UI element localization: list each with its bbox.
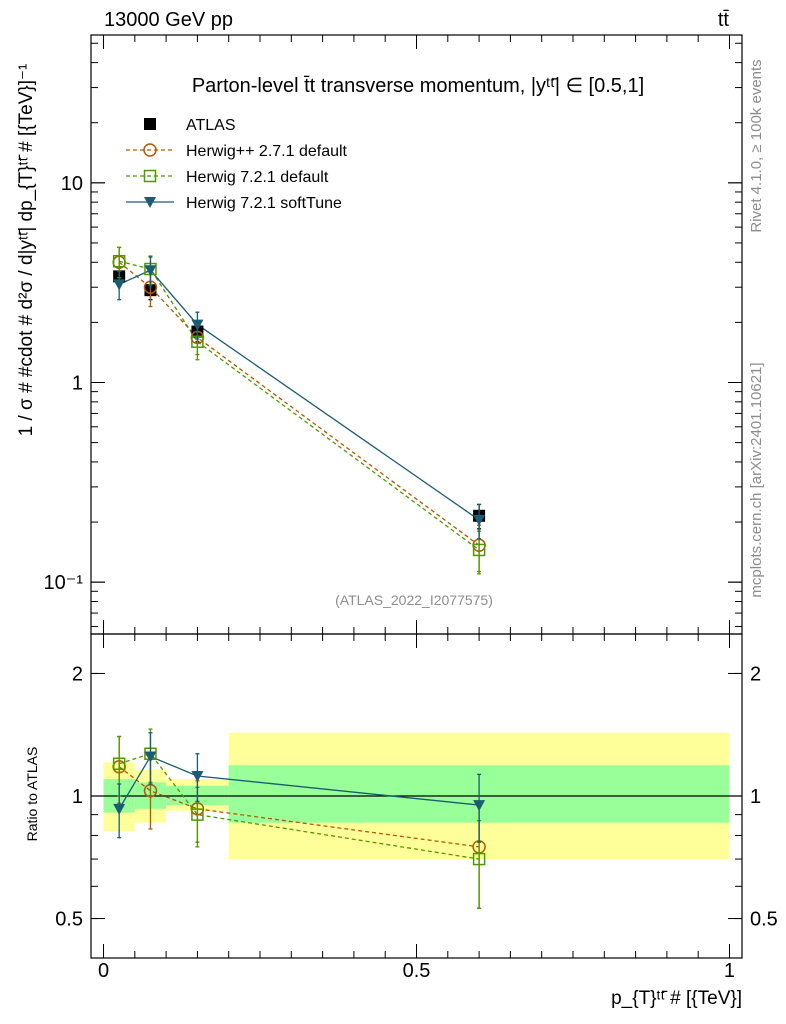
- legend-label-2: Herwig 7.2.1 default: [186, 169, 329, 186]
- ratio-ytick-label-right: 2: [750, 663, 761, 685]
- ratio-ytick-label: 0.5: [55, 909, 83, 931]
- main-ytick-label: 10: [61, 173, 83, 195]
- main-herwig-7-2-1-default-point-3: [472, 543, 486, 557]
- ratio-herwig-7-2-1-default-point-0: [112, 757, 126, 771]
- ratio-bands: [91, 732, 742, 860]
- main-herwig-7-2-1-softtune-point-1: [144, 265, 157, 277]
- ratio-ytick-label: 1: [72, 786, 83, 808]
- main-ytick-label: 1: [72, 372, 83, 394]
- series-lines: [118, 260, 480, 860]
- ratio-y-axis-label: Ratio to ATLAS: [24, 747, 40, 842]
- legend-marker-0: [144, 118, 156, 130]
- main-herwig-7-2-1-default-line: [119, 260, 480, 551]
- ratio-herwig-7-2-1-softtune-point-2: [191, 770, 204, 782]
- header-right: tt̄: [718, 9, 730, 31]
- header-left: 13000 GeV pp: [104, 9, 233, 31]
- rivet-label: Rivet 4.1.0, ≥ 100k events: [748, 59, 765, 232]
- legend-marker-2: [143, 169, 157, 183]
- chart-title: Parton-level t̄t transverse momentum, |y…: [192, 75, 644, 97]
- legend-marker-1: [143, 143, 157, 157]
- axes: 10⁻¹ 1 10 0.5 0.5 1 1 2 2 0 0.5 1: [44, 34, 778, 982]
- legend: ATLAS Herwig++ 2.7.1 default Herwig 7.2.1 …: [126, 117, 348, 212]
- main-herwig-7-2-1-default-point-0: [112, 254, 126, 268]
- x-axis-label: p_{T}ᵗᵗ̄ # [{TeV}]: [611, 988, 742, 1009]
- ratio-ytick-label-right: 0.5: [750, 909, 778, 931]
- ratio-ytick-label: 2: [72, 663, 83, 685]
- xtick-label: 0: [98, 960, 109, 982]
- main-herwig-2-7-1-default-line: [118, 261, 480, 546]
- mcplots-label: mcplots.cern.ch [arXiv:2401.10621]: [748, 362, 765, 597]
- main-herwig-7-2-1-softtune-point-2: [191, 319, 204, 331]
- xtick-label: 1: [724, 960, 735, 982]
- watermark-analysis: (ATLAS_2022_I2077575): [335, 592, 493, 608]
- legend-marker-3: [144, 197, 156, 208]
- legend-label-1: Herwig++ 2.7.1 default: [186, 143, 348, 160]
- ratio-herwig-7-2-1-softtune-line: [118, 755, 480, 810]
- ratio-herwig-7-2-1-softtune-point-3: [473, 800, 486, 812]
- ratio-herwig-7-2-1-default-point-3: [472, 852, 486, 866]
- ratio-herwig-7-2-1-default-point-2: [191, 808, 204, 821]
- ratio-herwig-7-2-1-softtune-point-0: [113, 803, 126, 815]
- main-herwig-7-2-1-softtune-point-3: [473, 514, 486, 526]
- ratio-herwig-2-7-1-default-line: [118, 766, 480, 848]
- main-y-axis-label: 1 / σ # #cdot # d²σ / d|yᵗᵗ̄| dp_{T}ᵗᵗ̄ …: [16, 64, 37, 437]
- ratio-ytick-label-right: 1: [750, 786, 761, 808]
- ratio-herwig-7-2-1-default-line: [118, 752, 480, 860]
- legend-label-0: ATLAS: [186, 117, 236, 134]
- xtick-label: 0.5: [403, 960, 431, 982]
- series-markers: [112, 246, 486, 909]
- main-herwig-7-2-1-softtune-point-0: [113, 279, 126, 291]
- ratio-herwig-7-2-1-softtune-point-1: [144, 751, 157, 763]
- main-herwig-7-2-1-softtune-line: [118, 269, 480, 521]
- main-ytick-label: 10⁻¹: [44, 572, 84, 594]
- ratio-herwig-2-7-1-default-point-1: [143, 784, 158, 798]
- legend-label-3: Herwig 7.2.1 softTune: [186, 195, 342, 212]
